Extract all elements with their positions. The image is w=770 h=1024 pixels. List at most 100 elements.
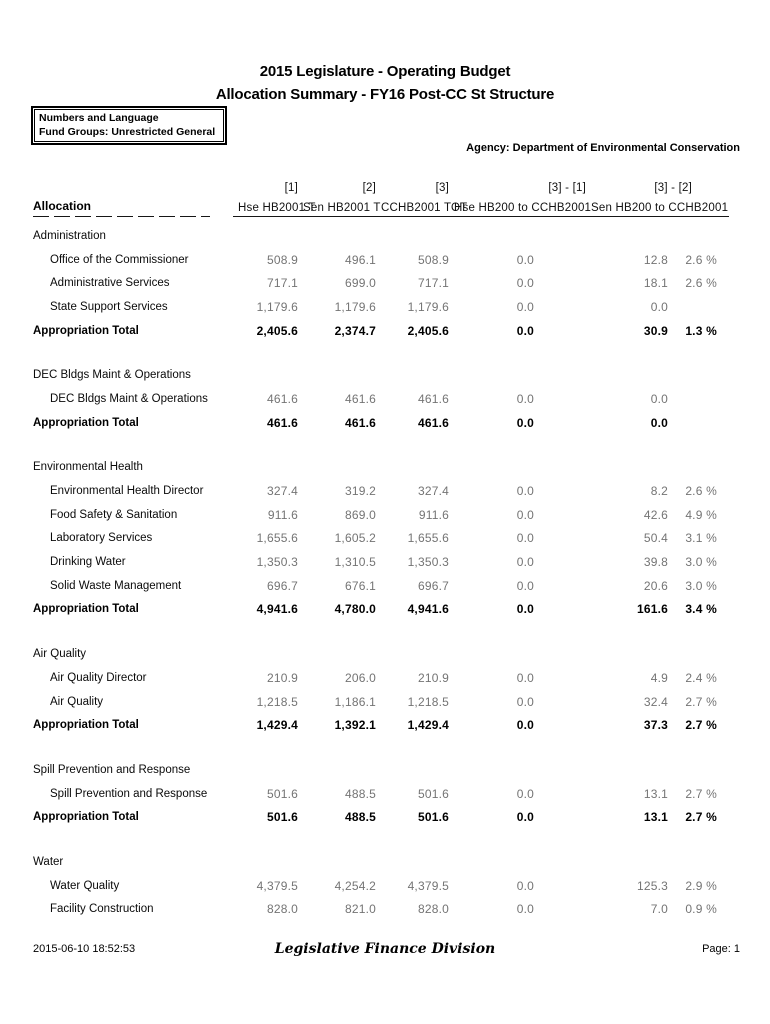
value-percent: 2.6 % — [685, 276, 717, 291]
col3-index: [3] — [435, 182, 449, 194]
value-col3: 1,350.3 — [407, 555, 449, 570]
value-col1: 1,655.6 — [256, 531, 298, 546]
table-section: Environmental Health Environmental Health… — [33, 456, 717, 622]
value-col2: 4,780.0 — [334, 602, 376, 617]
value-col2: 319.2 — [344, 484, 376, 499]
fund-info-box: Numbers and Language Fund Groups: Unrest… — [31, 106, 228, 145]
col1-header-label: Hse HB2001 T — [233, 202, 317, 217]
value-col3: 210.9 — [417, 670, 449, 685]
value-percent: 4.9 % — [685, 507, 717, 522]
title-line-1: 2015 Legislature - Operating Budget — [259, 63, 511, 80]
col5-index: [3] - [2] — [654, 182, 692, 194]
value-col2: 1,392.1 — [334, 718, 376, 733]
fund-groups-label: Fund Groups: Unrestricted General — [39, 126, 216, 138]
value-col1: 501.6 — [266, 786, 298, 801]
value-col3: 717.1 — [417, 276, 449, 291]
col4-header-label: Hse HB200 to CCHB2001 — [449, 202, 593, 217]
value-col4: 0.0 — [516, 694, 534, 709]
allocation-row: Air Quality 1,218.5 1,186.1 1,218.5 0.0 32.4 2… — [33, 690, 717, 714]
value-col4: 0.0 — [516, 902, 534, 917]
value-percent: 2.7 % — [685, 810, 717, 825]
col4-header: Hse HB200 to CCHB2001 — [449, 202, 593, 217]
value-col1: 327.4 — [266, 484, 298, 499]
value-col2: 206.0 — [344, 670, 376, 685]
table-section: Water Water Quality 4,379.5 4,254.2 4,379.5 0… — [33, 850, 717, 921]
value-col2: 1,186.1 — [334, 694, 376, 709]
table-header-index-row: [1] [2] [3] [3] - [1] [3] - [2] — [33, 180, 717, 196]
section-name: Spill Prevention and Response — [33, 763, 191, 776]
value-percent: 3.0 % — [685, 578, 717, 593]
allocation-header-label: Allocation — [33, 198, 92, 213]
value-col1: 828.0 — [266, 902, 298, 917]
value-col4: 0.0 — [516, 507, 534, 522]
allocation-table: [1] [2] [3] [3] - [1] [3] - [2] Allocati… — [33, 180, 730, 921]
value-col3: 501.6 — [417, 786, 449, 801]
value-col4: 0.0 — [516, 810, 534, 825]
allocation-row: Food Safety & Sanitation 911.6 869.0 911.6 0… — [33, 503, 717, 527]
section-header-row: Water — [33, 850, 717, 874]
value-col4: 0.0 — [516, 718, 534, 733]
appropriation-total-label: Appropriation Total — [33, 719, 139, 732]
allocation-name: Solid Waste Management — [50, 579, 182, 592]
allocation-row: Office of the Commissioner 508.9 496.1 508.… — [33, 248, 717, 272]
value-col1: 1,429.4 — [256, 718, 298, 733]
value-col1: 1,218.5 — [256, 694, 298, 709]
value-col3: 1,655.6 — [407, 531, 449, 546]
value-col2: 1,605.2 — [334, 531, 376, 546]
value-col2: 821.0 — [344, 902, 376, 917]
allocation-row: Laboratory Services 1,655.6 1,605.2 1,655.6… — [33, 527, 717, 551]
allocation-name: Drinking Water — [50, 556, 126, 569]
title-line-2: Allocation Summary - FY16 Post-CC St Str… — [215, 86, 555, 103]
value-col3: 508.9 — [417, 252, 449, 267]
allocation-name: Laboratory Services — [50, 532, 153, 545]
appropriation-total-label: Appropriation Total — [33, 416, 139, 429]
allocation-row: Drinking Water 1,350.3 1,310.5 1,350.3 0.0 39… — [33, 550, 717, 574]
value-col4: 0.0 — [516, 531, 534, 546]
value-col2: 4,254.2 — [334, 878, 376, 893]
appropriation-total-row: Appropriation Total 501.6 488.5 501.6 0.0 13.… — [33, 805, 717, 829]
appropriation-total-row: Appropriation Total 461.6 461.6 461.6 0.0 0.0 — [33, 411, 717, 435]
footer-timestamp: 2015-06-10 18:52:53 — [33, 943, 136, 955]
value-col1: 911.6 — [267, 507, 298, 522]
allocation-column-header: Allocation — [33, 198, 233, 217]
value-col5: 18.1 — [643, 276, 668, 291]
value-percent: 3.1 % — [685, 531, 717, 546]
allocation-row: Facility Construction 828.0 821.0 828.0 0.0 7… — [33, 898, 717, 922]
value-col5: 12.8 — [643, 252, 668, 267]
allocation-name: Administrative Services — [50, 277, 170, 290]
col5-header-label: Sen HB200 to CCHB2001 — [586, 202, 730, 217]
col3-header-label: CCHB2001 TOT — [376, 202, 469, 217]
value-col2: 2,374.7 — [334, 323, 376, 338]
value-col5: 0.0 — [650, 391, 668, 406]
value-col1: 508.9 — [266, 252, 298, 267]
table-section: Spill Prevention and Response Spill Preve… — [33, 758, 717, 829]
value-col1: 2,405.6 — [256, 323, 298, 338]
appropriation-total-row: Appropriation Total 2,405.6 2,374.7 2,405.6… — [33, 319, 717, 343]
value-col4: 0.0 — [516, 555, 534, 570]
section-name: Water — [33, 855, 64, 868]
col2-header: Sen HB2001 T — [298, 202, 382, 217]
value-percent: 2.7 % — [685, 694, 717, 709]
footer-division-name: Legislative Finance Division — [274, 941, 496, 957]
value-percent: 2.6 % — [685, 252, 717, 267]
value-col5: 42.6 — [643, 507, 668, 522]
value-percent: 2.7 % — [685, 718, 717, 733]
allocation-name: State Support Services — [50, 300, 168, 313]
footer-page-number: Page: 1 — [702, 943, 740, 955]
value-col1: 1,350.3 — [256, 555, 298, 570]
value-col5: 7.0 — [650, 902, 668, 917]
value-col4: 0.0 — [516, 391, 534, 406]
value-percent: 2.6 % — [685, 484, 717, 499]
fund-info-box-inner: Numbers and Language Fund Groups: Unrest… — [34, 109, 225, 142]
value-percent: 2.4 % — [685, 670, 717, 685]
value-col3: 4,379.5 — [407, 878, 449, 893]
value-percent: 1.3 % — [685, 323, 717, 338]
value-col5: 125.3 — [636, 878, 668, 893]
numbers-language-label: Numbers and Language — [39, 112, 159, 124]
value-col2: 461.6 — [344, 415, 376, 430]
value-percent: 3.0 % — [685, 555, 717, 570]
appropriation-total-label: Appropriation Total — [33, 603, 139, 616]
allocation-name: Air Quality Director — [50, 671, 147, 684]
allocation-row: Environmental Health Director 327.4 319.2 3… — [33, 479, 717, 503]
agency-label: Agency: Department of Environmental Cons… — [466, 142, 740, 154]
